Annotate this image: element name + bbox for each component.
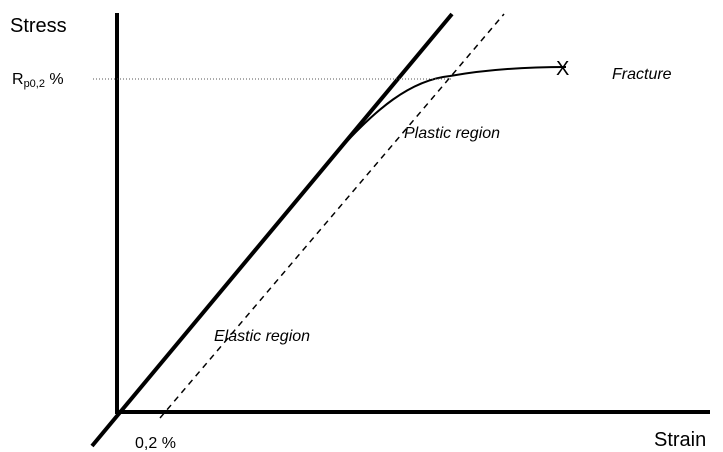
fracture-label: Fracture <box>612 66 672 83</box>
fracture-marker: X <box>556 58 569 80</box>
elastic-region-label: Elastic region <box>214 328 310 345</box>
proof-stress-label-suffix: % <box>45 71 64 88</box>
elastic-line <box>90 12 454 448</box>
proof-stress-label-subscript: p0,2 <box>24 78 45 90</box>
offset-line <box>159 13 505 419</box>
proof-stress-label: Rp0,2 % <box>12 71 64 90</box>
plastic-curve <box>338 66 567 151</box>
proof-stress-label-main: R <box>12 71 24 88</box>
x-axis-label: Strain <box>654 429 706 451</box>
offset-label: 0,2 % <box>135 435 176 452</box>
y-axis-label: Stress <box>10 15 67 37</box>
plastic-region-label: Plastic region <box>404 125 500 142</box>
